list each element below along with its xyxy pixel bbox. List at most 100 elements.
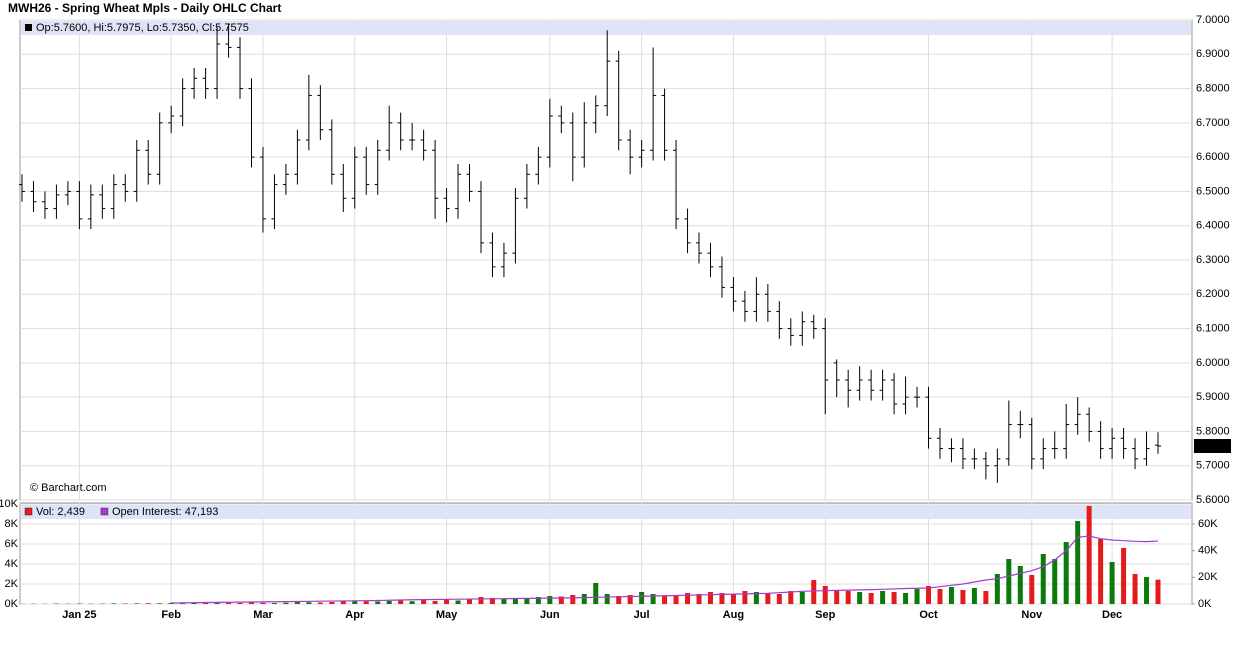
volume-bar xyxy=(914,589,920,604)
legend-band xyxy=(21,21,1191,35)
volume-bar xyxy=(707,592,713,604)
volume-bar xyxy=(168,603,174,604)
y-tick-label: 5.7000 xyxy=(1196,460,1230,472)
y2-tick-label: 20K xyxy=(1198,571,1218,583)
volume-bar xyxy=(822,586,828,604)
x-tick-label: Mar xyxy=(253,609,273,621)
volume-bar xyxy=(134,603,140,604)
volume-bar xyxy=(937,589,943,604)
volume-bar xyxy=(1017,566,1023,604)
volume-bar xyxy=(501,598,507,604)
volume-bar xyxy=(180,603,186,604)
x-tick-label: Feb xyxy=(161,609,181,621)
volume-bar xyxy=(948,587,954,604)
x-tick-label: Apr xyxy=(345,609,365,621)
volume-bar xyxy=(1063,542,1069,604)
y2-tick-label: 40K xyxy=(1198,545,1218,557)
chart-title: MWH26 - Spring Wheat Mpls - Daily OHLC C… xyxy=(8,1,281,15)
volume-bar xyxy=(191,602,197,604)
x-tick-label: Jan 25 xyxy=(62,609,96,621)
volume-bar xyxy=(1155,579,1161,604)
volume-bar xyxy=(363,601,369,604)
volume-bar xyxy=(1052,559,1058,604)
volume-bar xyxy=(340,601,346,604)
volume-bar xyxy=(306,602,312,604)
volume-bar xyxy=(1098,539,1104,604)
volume-bar xyxy=(983,591,989,604)
volume-bar xyxy=(329,602,335,604)
volume-bar xyxy=(994,574,1000,604)
x-tick-label: Dec xyxy=(1102,609,1122,621)
x-tick-label: Aug xyxy=(723,609,744,621)
y-tick-label: 6.2000 xyxy=(1196,288,1230,300)
volume-bar xyxy=(535,597,541,604)
x-tick-label: Oct xyxy=(919,609,938,621)
volume-bar xyxy=(489,598,495,604)
volume-bar xyxy=(76,603,82,604)
volume-bar xyxy=(868,593,874,604)
volume-bar xyxy=(960,590,966,604)
volume-bar xyxy=(1144,577,1150,604)
y-tick-label: 6.8000 xyxy=(1196,82,1230,94)
volume-bar xyxy=(926,586,932,604)
legend-swatch xyxy=(100,507,109,516)
volume-bar xyxy=(248,602,254,604)
volume-bar xyxy=(386,601,392,604)
y-tick-label: 6K xyxy=(5,538,19,550)
y-tick-label: 4K xyxy=(5,558,19,570)
volume-bar xyxy=(799,592,805,604)
y-tick-label: 6.3000 xyxy=(1196,254,1230,266)
volume-bar xyxy=(845,591,851,604)
x-tick-label: Jul xyxy=(634,609,650,621)
volume-bar xyxy=(1086,506,1092,604)
y-tick-label: 0K xyxy=(5,598,19,610)
volume-bar xyxy=(421,600,427,604)
y-tick-label: 6.6000 xyxy=(1196,151,1230,163)
volume-bar xyxy=(226,602,232,604)
y-tick-label: 7.0000 xyxy=(1196,14,1230,26)
legend-text: Op:5.7600, Hi:5.7975, Lo:5.7350, Cl:5.75… xyxy=(36,22,249,34)
last-price-label: 5.7575 xyxy=(1196,440,1230,452)
volume-bar xyxy=(260,602,266,604)
volume-bar xyxy=(283,602,289,604)
volume-bar xyxy=(375,601,381,604)
volume-bar xyxy=(753,592,759,604)
y-tick-label: 5.9000 xyxy=(1196,391,1230,403)
open-interest-line xyxy=(171,535,1159,604)
volume-bar xyxy=(512,599,518,604)
volume-bar xyxy=(478,597,484,604)
volume-bar xyxy=(294,602,300,604)
volume-bar xyxy=(616,596,622,604)
volume-bar xyxy=(111,603,117,604)
y-tick-label: 5.8000 xyxy=(1196,425,1230,437)
volume-bar xyxy=(558,596,564,604)
volume-bar xyxy=(604,594,610,604)
volume-bar xyxy=(317,602,323,604)
volume-bar xyxy=(432,601,438,604)
legend-swatch xyxy=(24,507,33,516)
volume-bar xyxy=(352,601,358,604)
volume-bar xyxy=(444,599,450,604)
volume-bar xyxy=(157,603,163,604)
y-tick-label: 2K xyxy=(5,578,19,590)
volume-bar xyxy=(524,598,530,604)
volume-bar xyxy=(971,588,977,604)
y2-tick-label: 0K xyxy=(1198,598,1212,610)
volume-bar xyxy=(581,594,587,604)
volume-bar xyxy=(398,600,404,604)
watermark: © Barchart.com xyxy=(30,482,107,494)
volume-bar xyxy=(593,583,599,604)
volume-bar xyxy=(742,591,748,604)
volume-bar xyxy=(455,600,461,604)
y-tick-label: 6.4000 xyxy=(1196,220,1230,232)
legend-text: Open Interest: 47,193 xyxy=(112,506,218,518)
last-price-tag xyxy=(1194,439,1231,453)
volume-bar xyxy=(765,593,771,604)
y-tick-label: 6.0000 xyxy=(1196,357,1230,369)
y-tick-label: 10K xyxy=(0,498,19,510)
volume-bar xyxy=(1132,574,1138,604)
y-tick-label: 6.9000 xyxy=(1196,48,1230,60)
volume-bar xyxy=(639,592,645,604)
x-tick-label: Sep xyxy=(815,609,835,621)
y-tick-label: 6.5000 xyxy=(1196,185,1230,197)
